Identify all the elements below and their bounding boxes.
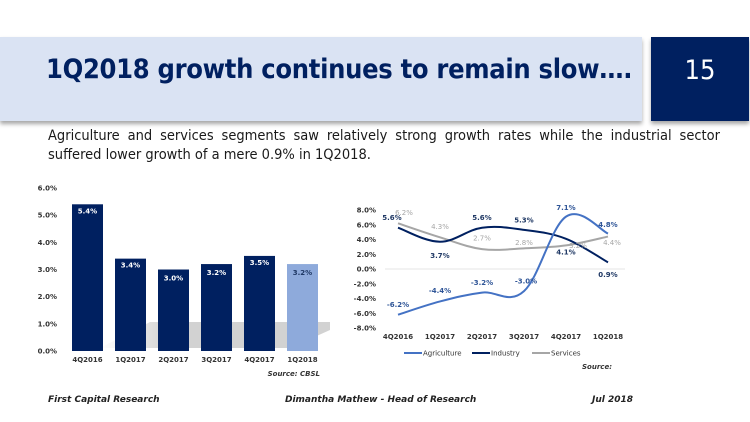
bar-2Q2017 — [158, 269, 189, 351]
line-data-label-agriculture: 4.8% — [598, 221, 617, 229]
bar-ytick-label: 2.0% — [38, 293, 57, 301]
footer-right: Jul 2018 — [592, 395, 634, 405]
bar-1Q2017 — [115, 258, 146, 351]
line-ytick-label: -2.0% — [354, 280, 376, 288]
bar-data-label: 3.4% — [121, 262, 140, 270]
line-data-label-services: 3.2% — [569, 242, 587, 250]
line-ytick-label: 4.0% — [357, 236, 376, 244]
line-ytick-label: 6.0% — [357, 221, 376, 229]
footer-left: First Capital Research — [48, 395, 160, 405]
line-xtick-label: 3Q2017 — [509, 333, 539, 341]
bar-data-label: 3.0% — [164, 275, 183, 283]
bar-ytick-label: 6.0% — [38, 185, 57, 193]
line-ytick-label: -8.0% — [354, 325, 376, 333]
line-data-label-industry: 0.9% — [598, 271, 617, 279]
bar-data-label: 3.2% — [207, 269, 226, 277]
legend-label: Services — [551, 350, 581, 358]
legend-item-industry: Industry — [472, 350, 520, 358]
header-band — [0, 37, 642, 121]
line-ytick-label: 8.0% — [357, 207, 376, 215]
bar-ytick-label: 4.0% — [38, 239, 57, 247]
bar-4Q2017 — [244, 255, 275, 351]
legend-item-agriculture: Agriculture — [404, 350, 462, 358]
line-ytick-label: 0.0% — [357, 266, 376, 274]
legend-label: Agriculture — [423, 350, 462, 358]
line-data-label-services: 2.7% — [473, 235, 491, 243]
line-data-label-industry: 3.7% — [430, 252, 449, 260]
page-number-box: 15 — [651, 37, 749, 121]
line-data-label-services: 2.8% — [515, 239, 533, 247]
line-data-label-services: 4.3% — [431, 223, 449, 231]
line-data-label-services: 4.4% — [603, 239, 621, 247]
bar-3Q2017 — [201, 264, 232, 351]
bar-4Q2016 — [72, 204, 103, 351]
page-title: 1Q2018 growth continues to remain slow…. — [46, 54, 633, 85]
line-data-label-agriculture: -3.2% — [471, 279, 493, 287]
line-xtick-label: 1Q2018 — [593, 333, 623, 341]
bar-data-label: 3.2% — [293, 269, 312, 277]
line-data-label-agriculture: 7.1% — [556, 204, 575, 212]
line-series-agriculture — [397, 213, 609, 316]
bar-ytick-label: 1.0% — [38, 320, 57, 328]
bar-xtick-label: 1Q2018 — [287, 356, 317, 364]
line-data-label-agriculture: -6.2% — [387, 301, 409, 309]
line-ytick-label: -4.0% — [354, 295, 376, 303]
line-ytick-label: 2.0% — [357, 251, 376, 259]
bar-chart-source: Source: CBSL — [268, 370, 320, 378]
footer-center: Dimantha Mathew - Head of Research — [285, 395, 477, 405]
line-series-industry — [397, 225, 609, 264]
bar-data-label: 3.5% — [250, 259, 269, 267]
line-data-label-services: 6.2% — [395, 209, 413, 217]
page-number: 15 — [684, 55, 716, 86]
bar-ytick-label: 5.0% — [38, 212, 57, 220]
line-series-services — [397, 222, 609, 251]
line-ytick-label: -6.0% — [354, 310, 376, 318]
line-xtick-label: 1Q2017 — [425, 333, 455, 341]
line-data-label-industry: 5.3% — [514, 216, 533, 224]
bar-xtick-label: 2Q2017 — [158, 356, 188, 364]
line-xtick-label: 2Q2017 — [467, 333, 497, 341]
line-xtick-label: 4Q2017 — [551, 333, 581, 341]
legend-label: Industry — [491, 350, 520, 358]
bar-ytick-label: 3.0% — [38, 266, 57, 274]
line-data-label-agriculture: -3.0% — [515, 278, 537, 286]
bar-data-label: 5.4% — [78, 207, 97, 215]
bar-ytick-label: 0.0% — [38, 348, 57, 356]
slide-subtitle: Agriculture and services segments saw re… — [48, 128, 720, 163]
line-data-label-industry: 4.1% — [556, 248, 575, 256]
line-xtick-label: 4Q2016 — [383, 333, 413, 341]
bar-xtick-label: 1Q2017 — [115, 356, 145, 364]
legend-item-services: Services — [532, 350, 581, 358]
line-data-label-agriculture: -4.4% — [429, 287, 451, 295]
bar-xtick-label: 4Q2016 — [72, 356, 102, 364]
bar-xtick-label: 4Q2017 — [244, 356, 274, 364]
bar-xtick-label: 3Q2017 — [201, 356, 231, 364]
bar-1Q2018 — [287, 264, 318, 351]
line-chart-source: Source: — [582, 363, 612, 371]
line-data-label-industry: 5.6% — [472, 214, 491, 222]
line-data-label-industry: 5.6% — [382, 214, 401, 222]
